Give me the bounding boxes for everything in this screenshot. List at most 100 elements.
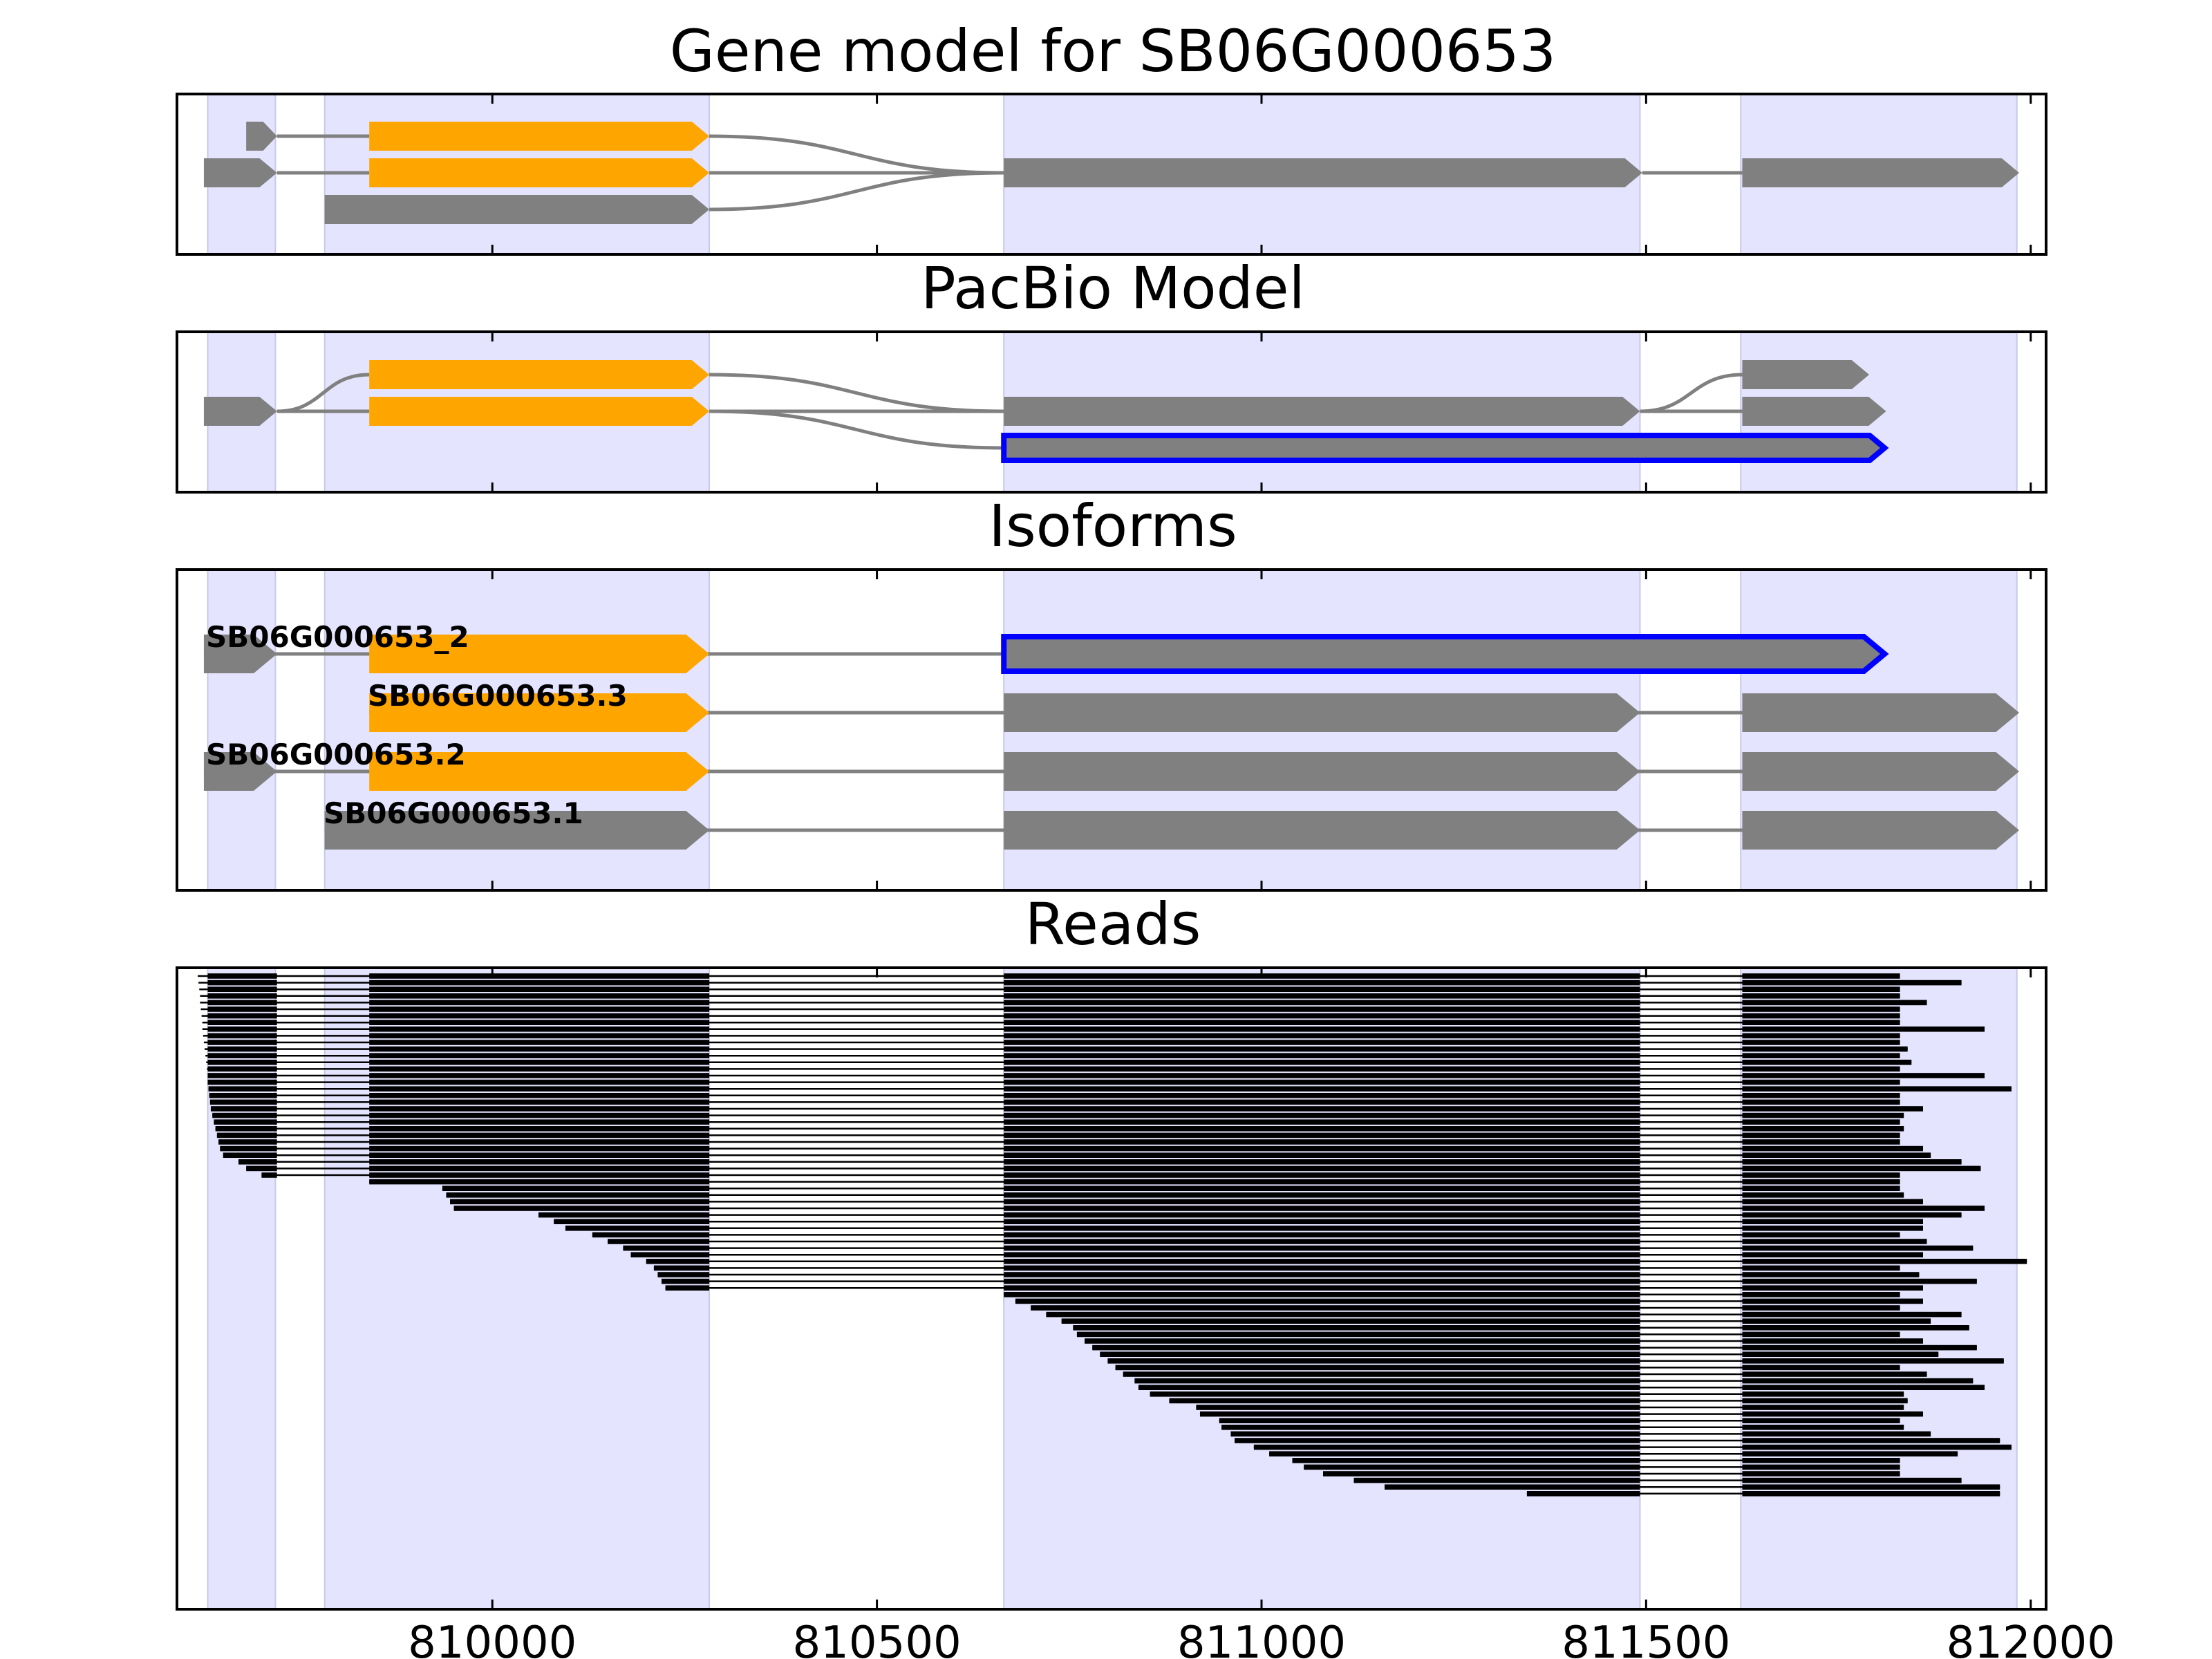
read-block xyxy=(1742,986,1900,992)
read-block xyxy=(1742,1132,1900,1138)
panel-title-isoforms: Isoforms xyxy=(988,492,1237,560)
read-block xyxy=(369,1066,710,1072)
read-block xyxy=(1235,1438,1640,1443)
read-block xyxy=(1004,1278,1640,1284)
read-block xyxy=(1742,1378,1974,1384)
read-block xyxy=(1742,1292,1900,1297)
read-block xyxy=(1742,1060,1912,1065)
read-block xyxy=(369,1112,710,1118)
read-block xyxy=(608,1239,710,1244)
read-block xyxy=(1169,1398,1640,1404)
read-block xyxy=(1004,1119,1640,1125)
read-block xyxy=(1150,1391,1640,1397)
x-axis: 810000 810500 811000 811500 812000 xyxy=(176,93,2115,1659)
read-block xyxy=(210,1106,277,1112)
read-block xyxy=(1004,1006,1640,1012)
panel-isoforms: Isoforms xyxy=(988,492,1237,560)
read-block xyxy=(1742,1199,1923,1205)
isoform-exon xyxy=(1004,693,1640,732)
read-block xyxy=(1742,1027,1985,1032)
pacbio-exon xyxy=(1742,397,1886,426)
read-block xyxy=(208,1086,277,1091)
x-tick-label: 811500 xyxy=(1562,1618,1730,1659)
read-block xyxy=(565,1226,710,1231)
gene-model-exon xyxy=(324,195,710,224)
gene-model-exon xyxy=(1004,158,1642,187)
x-tick-label: 810500 xyxy=(792,1618,961,1659)
read-block xyxy=(1742,1245,1974,1251)
isoform-exon xyxy=(324,811,710,850)
axes-frame-1 xyxy=(176,330,2047,494)
read-block xyxy=(369,1139,710,1145)
read-block xyxy=(1004,1040,1640,1045)
read-block xyxy=(446,1192,710,1198)
read-block xyxy=(1004,1232,1640,1238)
read-block xyxy=(1323,1471,1640,1477)
read-block xyxy=(1004,1292,1640,1297)
read-block xyxy=(630,1252,710,1257)
read-block xyxy=(1742,1325,1969,1331)
exon-region-shade-2-0 xyxy=(207,569,276,891)
read-block xyxy=(1123,1371,1640,1377)
axes-frame-2 xyxy=(176,568,2047,892)
read-block xyxy=(1004,1192,1640,1198)
x-tick-label: 810000 xyxy=(408,1618,577,1659)
read-block xyxy=(369,1119,710,1125)
read-block xyxy=(207,1000,277,1006)
read-block xyxy=(369,1145,710,1152)
read-block xyxy=(369,1152,710,1158)
read-block xyxy=(1004,1046,1640,1052)
isoform-cds xyxy=(369,752,710,791)
read-block xyxy=(1742,1391,1904,1397)
read-block xyxy=(1742,1318,1931,1324)
read-block xyxy=(207,986,277,992)
read-block xyxy=(1092,1344,1640,1351)
read-block xyxy=(1004,1020,1640,1025)
pacbio-cds xyxy=(369,397,710,426)
isoform-label: SB06G000653.1 xyxy=(324,796,583,830)
read-block xyxy=(662,1278,710,1284)
read-block xyxy=(1004,1239,1640,1244)
read-block xyxy=(1742,1358,2004,1364)
read-block xyxy=(369,1093,710,1098)
read-block xyxy=(1742,1033,1900,1039)
read-block xyxy=(1742,1172,1900,1178)
read-block xyxy=(1004,1159,1640,1165)
read-block xyxy=(1742,1438,2000,1443)
read-block xyxy=(1004,1027,1640,1032)
isoform-exon xyxy=(203,635,277,673)
read-block xyxy=(207,1073,277,1078)
read-block xyxy=(1004,1132,1640,1138)
read-block xyxy=(1004,1093,1640,1098)
read-block xyxy=(1196,1405,1640,1410)
read-block xyxy=(1004,1073,1640,1078)
read-block xyxy=(1742,1046,1908,1052)
read-block xyxy=(1742,980,1962,986)
read-block xyxy=(1742,1000,1927,1006)
read-block xyxy=(223,1152,277,1158)
read-block xyxy=(1004,1226,1640,1231)
read-block xyxy=(1015,1298,1640,1304)
read-block xyxy=(1742,1444,2012,1450)
read-block xyxy=(1004,1252,1640,1257)
read-block xyxy=(592,1232,710,1238)
axes-frame-0 xyxy=(176,93,2047,256)
read-block xyxy=(207,1046,277,1052)
read-block xyxy=(369,1013,710,1019)
read-block xyxy=(369,1179,710,1185)
isoform-highlighted-exon xyxy=(1001,634,1889,674)
read-block xyxy=(1742,1431,1931,1437)
read-block xyxy=(554,1219,710,1224)
gene-model-intron-curve xyxy=(709,134,1004,175)
pacbio-exon xyxy=(203,397,277,426)
read-block xyxy=(1353,1477,1640,1483)
x-tick-label: 812000 xyxy=(1947,1618,2115,1659)
read-block xyxy=(1292,1458,1640,1463)
read-block xyxy=(1742,973,1900,979)
read-block xyxy=(1742,1106,1923,1112)
panel-title-pacbio-model: PacBio Model xyxy=(921,254,1305,322)
read-block xyxy=(1742,1093,1900,1098)
read-block xyxy=(1742,1159,1962,1165)
read-block xyxy=(665,1285,710,1291)
